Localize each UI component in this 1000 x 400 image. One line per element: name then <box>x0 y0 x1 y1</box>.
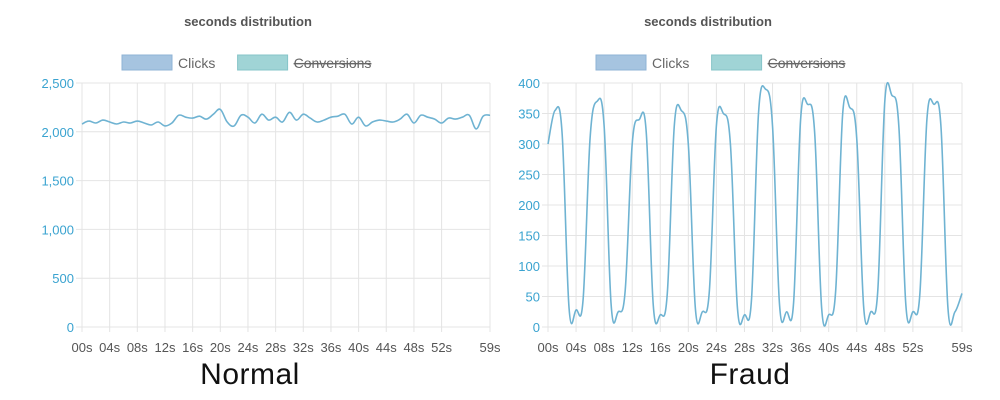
legend-swatch-clicks[interactable] <box>121 54 173 71</box>
x-tick-label: 48s <box>403 340 424 355</box>
x-tick-label: 52s <box>431 340 452 355</box>
x-tick-label: 44s <box>376 340 397 355</box>
x-tick-label: 59s <box>952 340 973 355</box>
x-tick-label: 28s <box>265 340 286 355</box>
y-tick-label: 1,000 <box>41 222 74 237</box>
y-tick-label: 300 <box>518 137 540 152</box>
y-tick-label: 100 <box>518 259 540 274</box>
x-tick-label: 20s <box>210 340 231 355</box>
chart-panel-normal: seconds distribution Clicks Conversions 0 50… <box>41 14 500 391</box>
chart-panel-fraud: seconds distribution Clicks Conversions 0 50… <box>500 0 1000 400</box>
x-tick-label: 52s <box>902 340 923 355</box>
y-tick-label: 1,500 <box>41 174 74 189</box>
x-tick-label: 16s <box>650 340 671 355</box>
x-tick-label: 24s <box>706 340 727 355</box>
x-tick-label: 59s <box>480 340 500 355</box>
y-tick-label: 50 <box>526 290 540 305</box>
x-tick-label: 12s <box>622 340 643 355</box>
chart-title: seconds distribution <box>644 14 772 29</box>
x-tick-label: 12s <box>154 340 175 355</box>
x-tick-label: 40s <box>818 340 839 355</box>
y-tick-label: 0 <box>67 320 74 335</box>
x-tick-label: 36s <box>790 340 811 355</box>
x-tick-label: 44s <box>846 340 867 355</box>
series-line-clicks <box>547 82 963 327</box>
y-tick-label: 2,000 <box>41 125 74 140</box>
x-tick-label: 36s <box>320 340 341 355</box>
y-tick-label: 350 <box>518 107 540 122</box>
x-tick-label: 48s <box>874 340 895 355</box>
y-tick-label: 150 <box>518 229 540 244</box>
x-tick-label: 32s <box>762 340 783 355</box>
legend-label-clicks[interactable]: Clicks <box>178 55 215 71</box>
chart-title: seconds distribution <box>184 14 312 29</box>
x-tick-label: 24s <box>237 340 258 355</box>
y-tick-label: 2,500 <box>41 76 74 91</box>
x-tick-label: 00s <box>72 340 93 355</box>
x-tick-label: 00s <box>538 340 559 355</box>
legend-swatch-conversions[interactable] <box>711 54 763 71</box>
x-tick-label: 08s <box>127 340 148 355</box>
caption-fraud: Fraud <box>709 358 791 391</box>
caption-normal: Normal <box>200 358 300 391</box>
chart-fraud: seconds distribution Clicks Conversions 0 50… <box>518 14 973 355</box>
legend-swatch-clicks[interactable] <box>595 54 647 71</box>
y-tick-label: 200 <box>518 198 540 213</box>
x-tick-label: 20s <box>678 340 699 355</box>
series-line-clicks <box>81 108 491 130</box>
x-tick-label: 04s <box>566 340 587 355</box>
y-tick-label: 0 <box>533 320 540 335</box>
y-tick-label: 400 <box>518 76 540 91</box>
legend-swatch-conversions[interactable] <box>237 54 289 71</box>
legend-label-conversions[interactable]: Conversions <box>768 55 846 71</box>
x-tick-label: 28s <box>734 340 755 355</box>
x-tick-label: 08s <box>594 340 615 355</box>
x-tick-label: 32s <box>293 340 314 355</box>
x-tick-label: 16s <box>182 340 203 355</box>
legend-label-conversions[interactable]: Conversions <box>294 55 372 71</box>
y-tick-label: 500 <box>52 271 74 286</box>
x-tick-label: 40s <box>348 340 369 355</box>
x-tick-label: 04s <box>99 340 120 355</box>
legend-label-clicks[interactable]: Clicks <box>652 55 689 71</box>
y-tick-label: 250 <box>518 168 540 183</box>
chart-normal: seconds distribution Clicks Conversions 0 50… <box>41 14 500 355</box>
